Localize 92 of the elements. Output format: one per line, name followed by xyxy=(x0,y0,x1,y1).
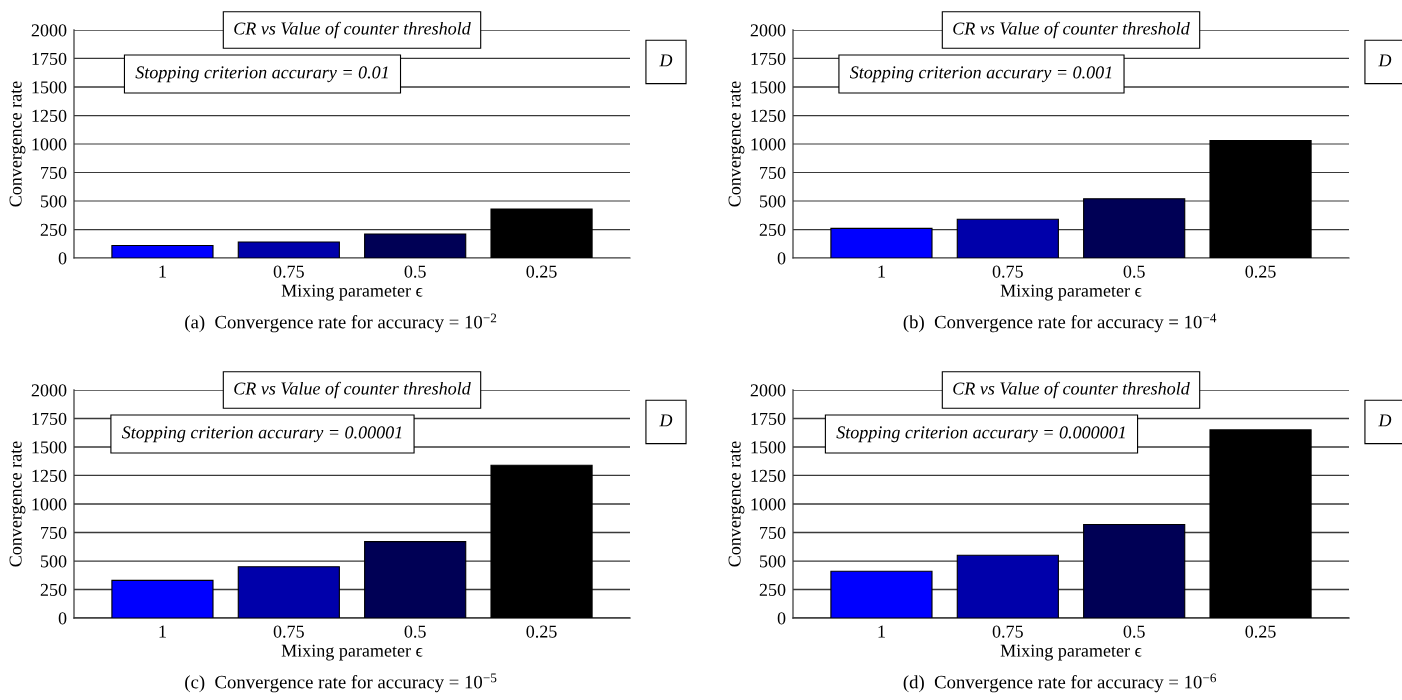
x-tick-label: 0.75 xyxy=(273,265,304,278)
x-tick-label: 1 xyxy=(878,625,885,638)
text: (c) Convergence rate for accuracy = 10$^{−5}$ xyxy=(185,673,497,693)
y-tick-label: 250 xyxy=(40,223,67,236)
y-tick-label: 0 xyxy=(777,612,786,625)
x-tick-label: 1 xyxy=(159,625,166,638)
y-tick-label: 1250 xyxy=(751,109,786,122)
x-tick-label: 0.75 xyxy=(992,625,1023,638)
y-tick-label: 250 xyxy=(759,223,786,236)
y-tick-label: 250 xyxy=(759,583,786,596)
y-axis-title: Convergence rate xyxy=(728,441,745,567)
y-axis-title: Convergence rate xyxy=(9,441,26,567)
x-axis-title: Mixing parameter ϵ xyxy=(1000,284,1142,301)
bar xyxy=(1083,198,1186,258)
text: D xyxy=(1378,414,1392,427)
y-tick-label: 0 xyxy=(58,252,67,265)
y-tick-label: 250 xyxy=(40,583,67,596)
y-tick-label: 750 xyxy=(760,166,786,179)
annotation: Stopping criterion accurary = 0.01 xyxy=(135,66,388,83)
x-tick-label: 0.25 xyxy=(1245,625,1276,638)
bar xyxy=(364,541,467,618)
annotation: Stopping criterion accurary = 0.00001 xyxy=(121,426,402,443)
y-tick-label: 2000 xyxy=(31,24,67,37)
x-tick-label: 0.5 xyxy=(404,625,426,638)
y-tick-label: 1250 xyxy=(32,109,67,122)
y-tick-label: 1000 xyxy=(751,138,786,151)
y-tick-label: 2000 xyxy=(31,384,67,397)
y-tick-label: 1250 xyxy=(32,469,67,482)
y-tick-label: 1250 xyxy=(751,469,786,482)
y-tick-label: 750 xyxy=(760,526,786,539)
y-tick-label: 1500 xyxy=(751,81,786,94)
x-tick-label: 0.75 xyxy=(273,625,304,638)
y-tick-label: 1750 xyxy=(32,52,67,65)
text: D xyxy=(659,54,673,67)
chart-title: CR vs Value of counter threshold xyxy=(234,381,471,399)
y-tick-label: 2000 xyxy=(750,384,786,397)
y-tick-label: 0 xyxy=(777,252,786,265)
bar xyxy=(490,464,593,618)
y-axis-title: Convergence rate xyxy=(9,81,26,207)
y-tick-label: 1750 xyxy=(751,52,786,65)
annotation: Stopping criterion accurary = 0.001 xyxy=(849,66,1112,83)
annotation: Stopping criterion accurary = 0.000001 xyxy=(836,426,1125,443)
y-tick-label: 1000 xyxy=(32,138,67,151)
bar xyxy=(1209,140,1312,258)
bar xyxy=(956,554,1059,618)
y-tick-label: 500 xyxy=(41,555,67,568)
bar xyxy=(364,233,467,258)
chart-title: CR vs Value of counter threshold xyxy=(953,21,1190,39)
x-tick-label: 1 xyxy=(159,265,166,278)
y-tick-label: 500 xyxy=(760,555,786,568)
x-axis-title: Mixing parameter ϵ xyxy=(281,284,423,301)
y-tick-label: 750 xyxy=(41,526,67,539)
bar xyxy=(237,241,340,258)
x-tick-label: 0.75 xyxy=(992,265,1023,278)
x-axis-title: Mixing parameter ϵ xyxy=(1000,644,1142,661)
x-tick-label: 0.5 xyxy=(404,265,426,278)
y-tick-label: 1750 xyxy=(751,412,786,425)
x-tick-label: 1 xyxy=(878,265,885,278)
bar xyxy=(1209,429,1312,618)
text: (d) Convergence rate for accuracy = 10$^{−6}$ xyxy=(903,673,1217,693)
text: D xyxy=(1378,54,1392,67)
text: (b) Convergence rate for accuracy = 10$^{−4}$ xyxy=(903,313,1217,333)
bar xyxy=(490,208,593,258)
bar xyxy=(830,570,933,618)
bar xyxy=(111,579,214,618)
y-tick-label: 0 xyxy=(58,612,67,625)
y-tick-label: 1500 xyxy=(32,81,67,94)
bar xyxy=(1083,523,1186,618)
x-axis-title: Mixing parameter ϵ xyxy=(281,644,423,661)
bar xyxy=(830,227,933,258)
x-tick-label: 0.5 xyxy=(1123,265,1145,278)
y-tick-label: 1000 xyxy=(751,498,786,511)
y-tick-label: 500 xyxy=(760,195,786,208)
y-tick-label: 1750 xyxy=(32,412,67,425)
y-tick-label: 750 xyxy=(41,166,67,179)
bar xyxy=(111,244,214,258)
x-tick-label: 0.5 xyxy=(1123,625,1145,638)
x-tick-label: 0.25 xyxy=(526,265,557,278)
bar xyxy=(956,218,1059,258)
y-tick-label: 500 xyxy=(41,195,67,208)
x-tick-label: 0.25 xyxy=(1245,265,1276,278)
bar xyxy=(237,566,340,618)
chart-title: CR vs Value of counter threshold xyxy=(953,381,1190,399)
y-tick-label: 1500 xyxy=(751,441,786,454)
chart-title: CR vs Value of counter threshold xyxy=(234,21,471,39)
y-axis-title: Convergence rate xyxy=(728,81,745,207)
text: D xyxy=(659,414,673,427)
x-tick-label: 0.25 xyxy=(526,625,557,638)
y-tick-label: 1000 xyxy=(32,498,67,511)
text: (a) Convergence rate for accuracy = 10$^{−2}$ xyxy=(185,313,497,333)
y-tick-label: 1500 xyxy=(32,441,67,454)
y-tick-label: 2000 xyxy=(750,24,786,37)
